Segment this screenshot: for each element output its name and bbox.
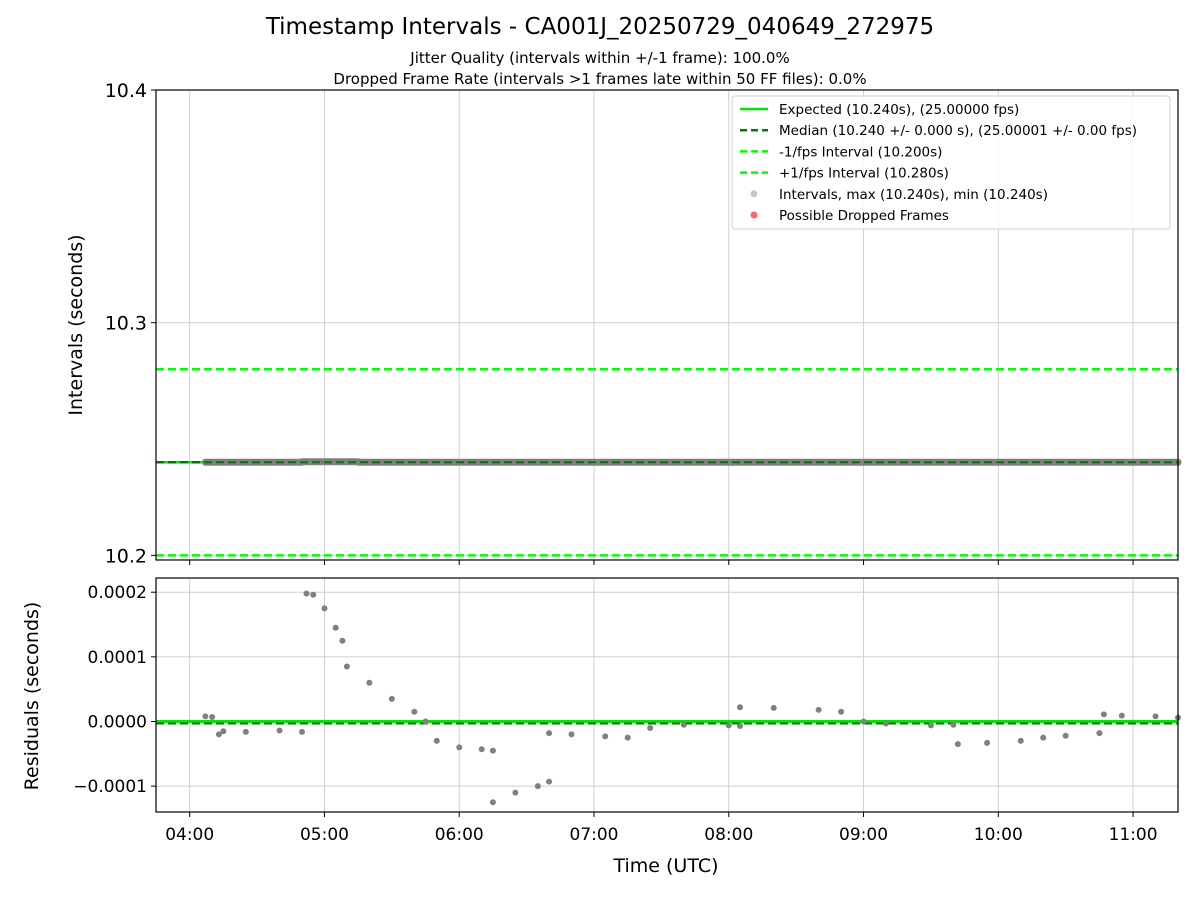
intervals-plot: 10.2 10.3 10.4 [105, 80, 1182, 567]
residual-point [838, 708, 845, 715]
residual-point [1040, 734, 1047, 741]
residuals-frame [155, 577, 1179, 813]
residual-point [478, 746, 485, 753]
residual-point [303, 590, 310, 597]
residual-point [310, 591, 317, 598]
x-tick-label: 11:00 [1109, 825, 1158, 845]
y-tick-label: 10.2 [105, 545, 147, 567]
x-tick-label: 10:00 [974, 825, 1023, 845]
legend-label: Intervals, max (10.240s), min (10.240s) [779, 187, 1048, 203]
y-tick-label: 0.0001 [88, 648, 147, 668]
residual-point [815, 706, 822, 713]
residual-point [725, 722, 732, 729]
legend-label: Expected (10.240s), (25.00000 fps) [779, 102, 1019, 118]
legend-marker [750, 190, 758, 198]
residual-point [456, 744, 463, 751]
residual-point [332, 624, 339, 631]
residual-point [568, 731, 575, 738]
residual-point [546, 730, 553, 737]
legend-marker [750, 211, 758, 219]
residual-point [770, 704, 777, 711]
residual-point [950, 721, 957, 728]
legend-label: +1/fps Interval (10.280s) [779, 166, 949, 182]
residual-point [411, 708, 418, 715]
residual-point [489, 747, 496, 754]
y-tick-label: 0.0002 [88, 583, 147, 603]
residual-point [388, 695, 395, 702]
y-tick-label: 10.4 [105, 80, 147, 102]
residual-point [366, 679, 373, 686]
residual-point [202, 713, 209, 720]
x-tick-label: 09:00 [839, 825, 888, 845]
residual-point [534, 783, 541, 790]
residual-point [1062, 732, 1069, 739]
x-tick-label: 07:00 [570, 825, 619, 845]
dropped-frame-rate-subtitle: Dropped Frame Rate (intervals >1 frames … [333, 70, 867, 88]
x-tick-label: 05:00 [300, 825, 349, 845]
legend: Expected (10.240s), (25.00000 fps) Median… [731, 95, 1171, 230]
residual-point [737, 704, 743, 711]
x-tick-label: 06:00 [435, 825, 484, 845]
x-tick-label: 08:00 [704, 825, 753, 845]
residual-point [220, 728, 227, 735]
residual-point [860, 718, 867, 725]
residual-point [512, 789, 519, 796]
x-tick-label: 04:00 [165, 825, 214, 845]
residual-point [954, 741, 961, 748]
residual-point [276, 727, 283, 734]
residual-point [602, 733, 609, 740]
legend-label: -1/fps Interval (10.200s) [779, 144, 942, 160]
residuals-y-axis-label: Residuals (seconds) [21, 602, 43, 791]
residual-point [680, 721, 687, 728]
y-tick-label: −0.0001 [73, 777, 147, 797]
residual-point [737, 723, 743, 730]
residual-point [1096, 730, 1103, 737]
residual-point [1152, 713, 1159, 720]
y-tick-label: 0.0000 [88, 713, 147, 733]
residual-point [209, 713, 216, 720]
residual-point [546, 778, 553, 785]
residual-point [433, 737, 440, 744]
residual-point [647, 724, 654, 731]
intervals-y-axis-label: Intervals (seconds) [65, 234, 87, 415]
legend-label: Possible Dropped Frames [779, 208, 949, 224]
residual-point [1118, 712, 1125, 719]
legend-box [731, 95, 1171, 230]
residual-point [343, 663, 350, 670]
residual-point [242, 728, 249, 735]
residual-point [489, 799, 496, 806]
residual-point [299, 728, 305, 735]
residual-point [321, 605, 328, 612]
residual-point [927, 722, 934, 729]
legend-label: Median (10.240 +/- 0.000 s), (25.00001 +… [779, 123, 1137, 139]
x-axis-label: Time (UTC) [612, 855, 718, 877]
jitter-quality-subtitle: Jitter Quality (intervals within +/-1 fr… [410, 49, 790, 67]
residual-point [883, 720, 889, 727]
residual-point [624, 734, 631, 741]
residual-point [422, 718, 429, 725]
residual-point [1100, 711, 1107, 718]
chart-title: Timestamp Intervals - CA001J_20250729_04… [265, 14, 935, 40]
residual-point [984, 739, 991, 746]
y-tick-label: 10.3 [105, 313, 147, 335]
residual-point [1017, 737, 1024, 744]
residuals-plot: 04:00 05:00 06:00 07:00 08:00 09:00 10:00 11:00… [73, 577, 1181, 845]
residual-point [339, 637, 346, 644]
residual-point [215, 731, 222, 738]
intervals-frame [155, 89, 1179, 561]
